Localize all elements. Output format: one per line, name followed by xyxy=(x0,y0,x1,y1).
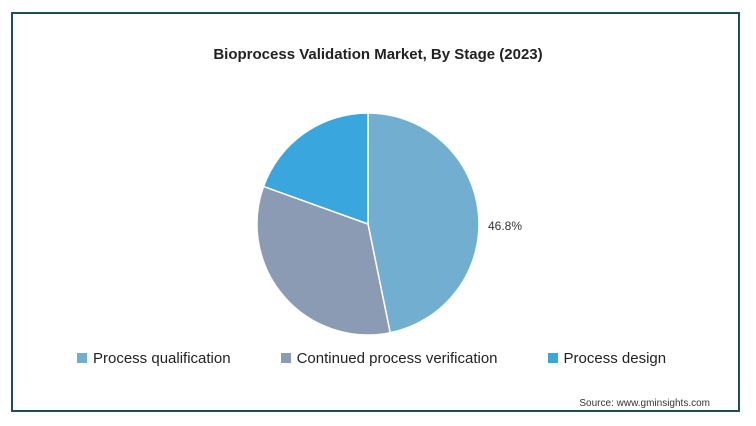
pie-slice-process-qualification xyxy=(367,112,480,334)
legend-label: Process design xyxy=(563,349,667,367)
legend-item-process-design: Process design xyxy=(547,349,667,367)
source-note: Source: www.gminsights.com xyxy=(579,398,710,409)
pie-slice-continued-process-verification xyxy=(256,185,392,336)
legend-item-process-qualification: Process qualification xyxy=(77,350,231,367)
legend-label: Process qualification xyxy=(93,349,231,367)
legend-swatch xyxy=(547,353,558,363)
legend: Process qualification Continued process … xyxy=(77,348,756,368)
legend-item-continued-process-verification: Continued process verification xyxy=(280,349,498,367)
legend-swatch xyxy=(77,353,87,363)
pie-slice-process-design xyxy=(262,112,369,226)
slice-label-process-qualification: 46.8% xyxy=(488,219,523,233)
legend-label: Continued process verification xyxy=(296,349,498,367)
legend-swatch xyxy=(280,353,291,363)
pie-chart xyxy=(256,112,480,336)
chart-title: Bioprocess Validation Market, By Stage (… xyxy=(213,46,543,63)
